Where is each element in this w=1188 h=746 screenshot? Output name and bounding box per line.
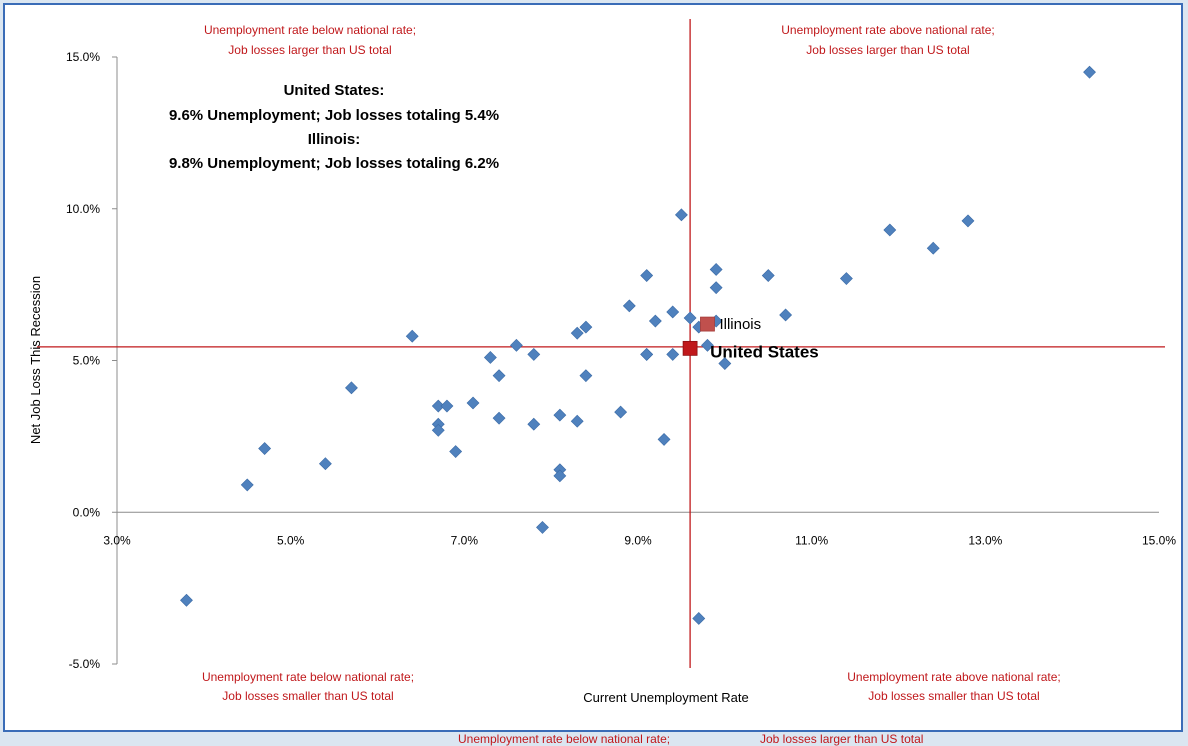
data-point bbox=[570, 326, 584, 340]
data-point bbox=[536, 521, 549, 534]
data-point bbox=[449, 445, 463, 458]
data-point bbox=[839, 272, 853, 285]
data-point bbox=[657, 432, 671, 446]
data-point bbox=[961, 214, 975, 228]
y-tick-label: 5.0% bbox=[73, 354, 101, 368]
quadrant-label-top-right: Unemployment rate above national rate; J… bbox=[781, 23, 994, 57]
data-point bbox=[692, 612, 706, 625]
quadrant-label-line: Job losses larger than US total bbox=[806, 43, 969, 57]
data-point bbox=[570, 414, 584, 428]
data-point bbox=[527, 417, 541, 431]
data-point bbox=[579, 369, 593, 383]
x-tick-label: 3.0% bbox=[103, 533, 131, 547]
y-tick-label: 0.0% bbox=[73, 505, 101, 519]
y-tick-label: 10.0% bbox=[66, 202, 100, 216]
data-point bbox=[709, 263, 723, 276]
data-point bbox=[431, 399, 445, 413]
data-point bbox=[648, 314, 662, 328]
x-axis-title: Current Unemployment Rate bbox=[583, 690, 748, 705]
annotation-line: Illinois: bbox=[308, 131, 361, 148]
x-tick-label: 7.0% bbox=[451, 533, 479, 547]
quadrant-label-bottom-left: Unemployment rate below national rate; J… bbox=[202, 670, 414, 703]
data-point bbox=[779, 308, 793, 322]
data-point bbox=[492, 369, 506, 383]
data-point bbox=[431, 423, 445, 437]
x-tick-label: 13.0% bbox=[968, 533, 1002, 547]
data-point bbox=[614, 405, 628, 419]
summary-annotation: United States: 9.6% Unemployment; Job lo… bbox=[169, 82, 499, 172]
data-point bbox=[683, 311, 697, 325]
quadrant-label-bottom-right: Unemployment rate above national rate; J… bbox=[847, 670, 1060, 703]
us-marker bbox=[682, 340, 698, 356]
data-point bbox=[318, 457, 332, 471]
highlight-points: United States Illinois bbox=[682, 316, 819, 361]
data-point bbox=[492, 411, 506, 425]
data-point bbox=[666, 348, 680, 361]
data-point bbox=[622, 299, 636, 313]
data-points bbox=[180, 65, 1096, 625]
y-tick-label: 15.0% bbox=[66, 50, 100, 64]
x-tick-label: 5.0% bbox=[277, 533, 305, 547]
quadrant-label-line: Unemployment rate above national rate; bbox=[781, 23, 994, 37]
data-point bbox=[440, 399, 454, 413]
data-point bbox=[718, 357, 732, 370]
quadrant-label-line: Unemployment rate above national rate; bbox=[847, 670, 1060, 684]
illinois-marker bbox=[700, 316, 715, 332]
annotation-line: United States: bbox=[284, 82, 385, 99]
annotation-line: 9.8% Unemployment; Job losses totaling 6… bbox=[169, 155, 499, 172]
annotation-line: 9.6% Unemployment; Job losses totaling 5… bbox=[169, 107, 499, 124]
data-point bbox=[240, 478, 254, 492]
x-tick-label: 11.0% bbox=[795, 533, 828, 547]
y-tick-label: -5.0% bbox=[69, 657, 101, 671]
quadrant-label-line: Unemployment rate below national rate; bbox=[202, 670, 414, 684]
data-point bbox=[405, 329, 419, 343]
x-tick-label: 9.0% bbox=[624, 533, 652, 547]
data-point bbox=[579, 320, 593, 334]
footer-left-text: Unemployment rate below national rate; bbox=[458, 732, 671, 746]
data-point bbox=[553, 469, 567, 483]
data-point bbox=[527, 348, 541, 361]
us-point-label: United States bbox=[710, 342, 819, 361]
quadrant-label-line: Job losses smaller than US total bbox=[868, 689, 1039, 703]
x-tick-label: 15.0% bbox=[1142, 533, 1176, 547]
illinois-point-label: Illinois bbox=[719, 316, 761, 333]
tick-labels: 3.0% 5.0% 7.0% 9.0% 11.0% 13.0% 15.0% -5.0% 0.0%… bbox=[66, 50, 1176, 671]
data-point bbox=[674, 208, 688, 222]
data-point bbox=[640, 348, 654, 361]
data-point bbox=[701, 338, 714, 352]
data-point bbox=[883, 223, 897, 237]
data-point bbox=[345, 381, 358, 395]
data-point bbox=[666, 305, 680, 319]
data-point bbox=[1083, 65, 1096, 79]
data-point bbox=[180, 593, 193, 607]
data-point bbox=[510, 338, 523, 352]
data-point bbox=[709, 281, 723, 295]
quadrant-label-line: Unemployment rate below national rate; bbox=[204, 23, 416, 37]
data-point bbox=[761, 269, 775, 282]
quadrant-label-line: Job losses larger than US total bbox=[228, 43, 391, 57]
footer-caption: Unemployment rate below national rate; J… bbox=[0, 733, 1188, 746]
data-point bbox=[483, 351, 497, 364]
data-point bbox=[258, 442, 272, 455]
quadrant-label-line: Job losses smaller than US total bbox=[222, 689, 393, 703]
footer-right-text: Job losses larger than US total bbox=[760, 732, 924, 746]
data-point bbox=[640, 269, 654, 282]
data-point bbox=[553, 408, 567, 422]
data-point bbox=[466, 396, 480, 410]
quadrant-label-top-left: Unemployment rate below national rate; J… bbox=[204, 23, 416, 57]
axes bbox=[116, 57, 1159, 664]
y-axis-title: Net Job Loss This Recession bbox=[28, 276, 43, 444]
data-point bbox=[926, 241, 940, 255]
chart-frame bbox=[3, 3, 1183, 732]
